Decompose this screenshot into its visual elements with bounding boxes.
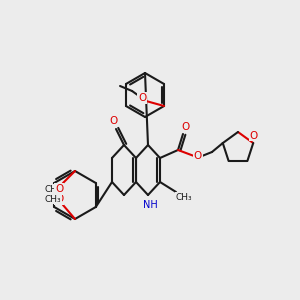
Text: O: O: [55, 184, 63, 194]
Text: O: O: [109, 116, 117, 126]
Text: O: O: [138, 93, 146, 103]
Text: O: O: [250, 130, 258, 140]
Text: CH₃: CH₃: [45, 184, 61, 194]
Text: CH₃: CH₃: [45, 194, 61, 203]
Text: CH₃: CH₃: [176, 193, 192, 202]
Text: NH: NH: [142, 200, 158, 210]
Text: O: O: [194, 151, 202, 161]
Text: O: O: [182, 122, 190, 132]
Text: O: O: [55, 194, 63, 204]
